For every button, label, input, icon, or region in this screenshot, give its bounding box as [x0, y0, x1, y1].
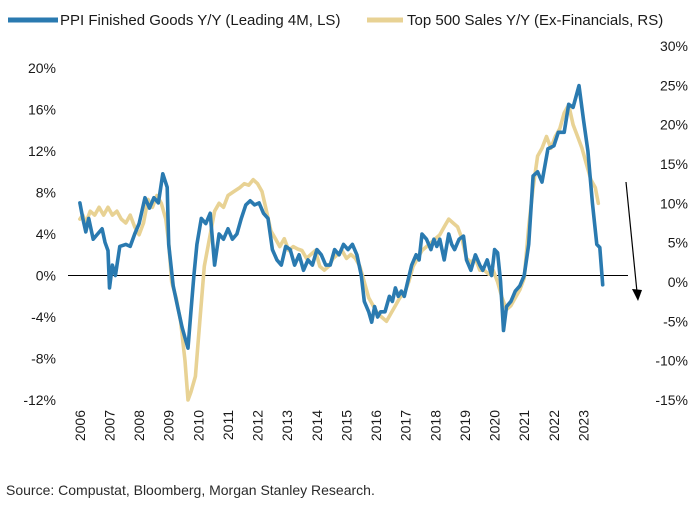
right-tick-label: -15% [655, 392, 688, 408]
x-tick-label: 2006 [72, 410, 88, 441]
right-tick-label: 0% [668, 274, 688, 290]
left-tick-label: 0% [36, 268, 56, 284]
x-tick-label: 2019 [457, 410, 473, 441]
legend-label-sales: Top 500 Sales Y/Y (Ex-Financials, RS) [407, 12, 663, 29]
x-tick-label: 2020 [487, 410, 503, 441]
left-tick-label: 20% [28, 60, 56, 76]
left-tick-label: 8% [36, 185, 56, 201]
legend: PPI Finished Goods Y/Y (Leading 4M, LS) … [8, 12, 663, 29]
left-tick-label: -4% [31, 309, 56, 325]
x-tick-label: 2011 [220, 410, 236, 440]
left-axis: -12% -8% -4% 0% 4% 8% 12% 16% 20% [23, 60, 56, 408]
left-tick-label: 4% [36, 226, 56, 242]
x-tick-label: 2014 [309, 410, 325, 441]
left-tick-label: 12% [28, 143, 56, 159]
x-tick-label: 2018 [427, 410, 443, 441]
right-tick-label: 30% [660, 38, 688, 54]
right-tick-label: 25% [660, 77, 688, 93]
arrow-shaft [625, 181, 638, 293]
x-tick-label: 2009 [161, 410, 177, 441]
left-tick-label: -12% [23, 392, 56, 408]
left-tick-label: -8% [31, 351, 56, 367]
right-tick-label: 15% [660, 156, 688, 172]
x-tick-label: 2023 [575, 410, 591, 441]
down-arrow-annotation [625, 181, 642, 301]
right-tick-label: -10% [655, 353, 688, 369]
x-tick-label: 2008 [131, 410, 147, 441]
right-axis: -15% -10% -5% 0% 5% 10% 15% 20% 25% 30% [655, 38, 688, 408]
legend-label-ppi: PPI Finished Goods Y/Y (Leading 4M, LS) [60, 12, 340, 29]
left-tick-label: 16% [28, 102, 56, 118]
x-tick-label: 2013 [279, 410, 295, 441]
right-tick-label: 20% [660, 117, 688, 133]
x-tick-label: 2021 [516, 410, 532, 441]
right-tick-label: 5% [668, 235, 688, 251]
x-tick-label: 2007 [101, 410, 117, 441]
x-axis: 2006 2007 2008 2009 2010 2011 2012 2013 2014 2015… [72, 410, 592, 441]
right-tick-label: -5% [663, 313, 688, 329]
source-note: Source: Compustat, Bloomberg, Morgan Sta… [6, 482, 375, 498]
series-line-ppi-finished-goods [78, 83, 605, 350]
arrow-head [632, 289, 642, 301]
x-tick-label: 2012 [250, 410, 266, 441]
x-tick-label: 2015 [338, 410, 354, 441]
x-tick-label: 2010 [190, 410, 206, 441]
x-tick-label: 2016 [368, 410, 384, 441]
x-tick-label: 2022 [546, 410, 562, 441]
x-tick-label: 2017 [398, 410, 414, 441]
right-tick-label: 10% [660, 195, 688, 211]
